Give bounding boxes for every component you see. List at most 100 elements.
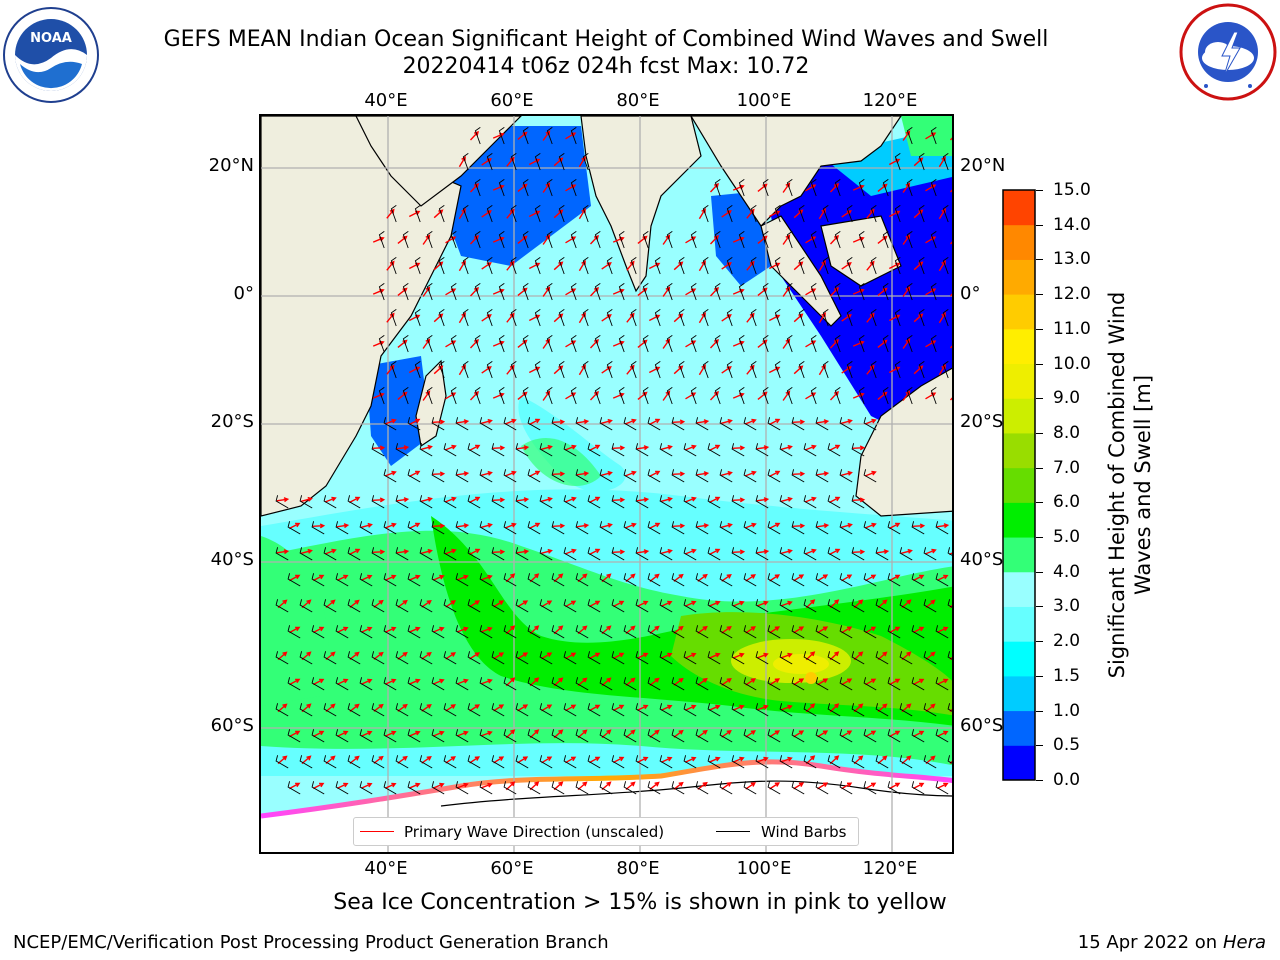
wave-direction-arrow [516, 549, 530, 555]
wave-direction-arrow [420, 548, 433, 555]
wind-barb [570, 231, 577, 249]
wave-direction-arrow [553, 781, 564, 791]
wind-barb [551, 573, 565, 587]
wind-barb [767, 625, 781, 639]
wind-barb [779, 495, 793, 509]
wind-barb [731, 703, 745, 717]
wind-barb [635, 755, 649, 769]
wind-barb [683, 599, 697, 613]
wave-direction-arrow [361, 730, 373, 737]
wind-barb [791, 573, 805, 587]
colorbar-tick-mark [1036, 571, 1043, 573]
wind-barb [503, 469, 517, 483]
wind-barb [462, 257, 469, 275]
wave-direction-arrow [853, 755, 864, 765]
wind-barb [455, 677, 469, 691]
wind-barb [803, 495, 817, 509]
wind-barb [659, 547, 673, 561]
wind-barb [623, 729, 637, 743]
wind-barb [510, 309, 517, 327]
wave-direction-arrow [421, 755, 432, 764]
colorbar-segment [1003, 745, 1035, 781]
lon-tick-bottom: 100°E [736, 858, 792, 879]
wave-direction-arrow [828, 444, 841, 452]
wind-barb [671, 573, 685, 587]
wind-barb [534, 361, 541, 379]
wind-barb [594, 231, 601, 249]
wind-barb [630, 257, 637, 275]
lon-tick-top: 80°E [616, 90, 660, 111]
wave-direction-arrow [841, 678, 853, 686]
wind-barb [462, 361, 469, 379]
wave-direction-arrow [456, 730, 469, 737]
wave-direction-arrow [684, 548, 697, 555]
wind-barb [582, 361, 589, 379]
wind-barb [503, 521, 517, 535]
wind-barb [474, 127, 481, 145]
wind-barb [455, 625, 469, 639]
colorbar-segment [1003, 294, 1035, 330]
wind-barb [671, 469, 685, 483]
wind-barb [311, 573, 325, 587]
wave-direction-arrow [565, 756, 577, 764]
wind-barb [731, 755, 745, 769]
wave-direction-arrow [720, 470, 733, 477]
wave-direction-arrow [576, 471, 590, 477]
wind-barb [894, 205, 901, 223]
colorbar-tick-label: 0.0 [1053, 770, 1081, 790]
wave-direction-arrow [865, 782, 877, 790]
wind-barb [611, 547, 625, 561]
wind-barb [623, 781, 637, 795]
wave-direction-arrow [456, 419, 470, 425]
sumatra-land [760, 215, 842, 327]
wind-barb [359, 573, 373, 587]
wind-barb [635, 651, 649, 665]
wind-barb [479, 729, 493, 743]
wind-barb [923, 651, 937, 665]
wind-barb [719, 625, 733, 639]
wind-barb [695, 469, 709, 483]
wind-barb [623, 417, 637, 431]
wave-direction-arrow [756, 445, 770, 451]
wind-barb [402, 335, 409, 353]
wave-direction-arrow [480, 470, 493, 477]
wind-barb [522, 127, 529, 145]
wind-barb [335, 729, 349, 743]
wave-direction-arrow [841, 574, 853, 582]
wind-barb [654, 361, 661, 379]
colorbar-tick-label: 10.0 [1053, 353, 1091, 374]
wind-barb [731, 651, 745, 665]
wave-direction-arrow [792, 523, 806, 529]
wind-barb [498, 179, 505, 197]
wave-direction-arrow [564, 548, 577, 555]
wind-barb [786, 231, 793, 249]
wind-barb [791, 677, 805, 691]
wave-direction-arrow [432, 782, 445, 789]
wind-barb [546, 179, 553, 197]
wind-barb [611, 651, 625, 665]
wave-direction-arrow [793, 730, 805, 738]
wave-direction-arrow [661, 600, 673, 607]
wind-barb [743, 469, 757, 483]
wave-direction-arrow [889, 782, 901, 790]
wind-barb [587, 443, 601, 457]
wind-barb [431, 521, 445, 535]
wind-barb [738, 387, 745, 405]
wind-barb [899, 703, 913, 717]
wind-barb [702, 361, 709, 379]
wind-barb [882, 231, 889, 249]
wave-direction-arrow [553, 573, 564, 583]
colorbar [1002, 189, 1036, 781]
wave-direction-arrow [864, 470, 877, 477]
lat-tick-left: 20°S [210, 411, 254, 432]
wind-barb [299, 495, 313, 509]
wind-barb [714, 231, 721, 249]
wind-barb [563, 755, 577, 769]
wind-barb [671, 417, 685, 431]
wave-direction-arrow [769, 574, 781, 582]
wind-barb [551, 521, 565, 535]
wind-barb [450, 283, 457, 301]
wind-barb [822, 257, 829, 275]
wind-barb [719, 781, 733, 795]
wind-barb [942, 257, 949, 275]
